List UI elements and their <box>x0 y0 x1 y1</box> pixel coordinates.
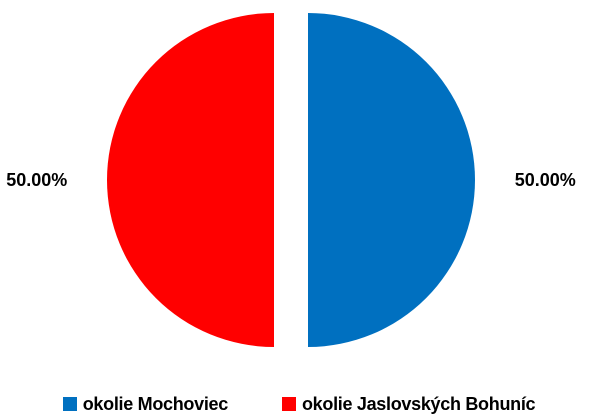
slices-layer <box>107 13 475 347</box>
legend-item-bohunice: okolie Jaslovských Bohuníc <box>281 393 536 415</box>
slice-mochovce <box>308 13 475 347</box>
legend-item-mochovce: okolie Mochoviec <box>62 393 229 415</box>
data-labels-layer: 50.00% 50.00% <box>6 170 576 190</box>
legend-label-bohunice: okolie Jaslovských Bohuníc <box>301 393 536 414</box>
slice-bohunice <box>107 13 274 347</box>
legend-swatch-mochovce <box>62 397 77 411</box>
legend-label-mochovce: okolie Mochoviec <box>82 393 229 414</box>
data-label-bohunice: 50.00% <box>6 170 67 190</box>
data-label-mochovce: 50.00% <box>515 170 576 190</box>
legend: okolie Mochoviec okolie Jaslovských Bohu… <box>0 392 598 416</box>
legend-swatch-bohunice <box>281 397 296 411</box>
